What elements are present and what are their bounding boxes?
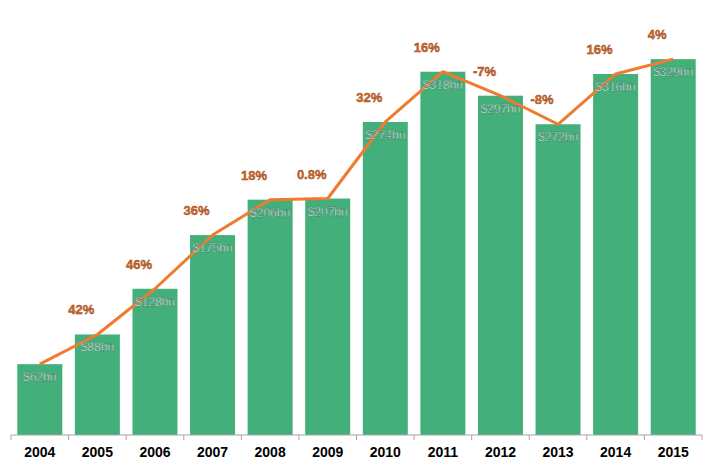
growth-label: 42% (68, 302, 94, 317)
x-tick-label: 2005 (82, 444, 113, 460)
x-tick-mark (356, 435, 357, 440)
x-tick-mark (529, 435, 530, 440)
growth-label: -8% (530, 92, 554, 107)
labels: $62bn $88bn $128bn $175bn $206bn $207bn $274bn… (23, 27, 693, 384)
x-tick-label: 2007 (197, 444, 228, 460)
bar-label: $206bn (250, 206, 290, 220)
bar (75, 334, 120, 435)
x-tick-mark (68, 435, 69, 440)
bar (651, 59, 696, 435)
x-tick-label: 2008 (255, 444, 286, 460)
bar (190, 235, 235, 435)
x-axis: 2004 2005 2006 2007 2008 2009 2010 2011 2012 2013… (11, 435, 702, 460)
bar-label: $316bn (596, 80, 636, 94)
x-tick-mark (241, 435, 242, 440)
bar-label: $329bn (653, 65, 693, 79)
growth-label: 4% (648, 27, 667, 42)
x-tick-label: 2013 (542, 444, 573, 460)
bar (17, 364, 62, 435)
x-tick-label: 2004 (24, 444, 55, 460)
x-tick-mark (126, 435, 127, 440)
bar-label: $272bn (538, 130, 578, 144)
growth-label: 46% (126, 257, 152, 272)
x-tick-mark (702, 435, 703, 440)
bar (593, 74, 638, 435)
bar (478, 96, 523, 435)
x-tick-label: 2015 (658, 444, 689, 460)
growth-label: 16% (414, 40, 440, 55)
growth-label: 32% (356, 90, 382, 105)
bar (420, 72, 465, 435)
bar (248, 200, 293, 435)
bar (363, 122, 408, 435)
growth-label: 18% (241, 168, 267, 183)
bar-label: $318bn (423, 78, 463, 92)
x-tick-label: 2006 (139, 444, 170, 460)
x-tick-mark (471, 435, 472, 440)
bar-label: $62bn (23, 370, 56, 384)
bar-label: $274bn (365, 128, 405, 142)
bar-label: $207bn (308, 205, 348, 219)
bar-label: $128bn (135, 295, 175, 309)
x-tick-mark (644, 435, 645, 440)
x-tick-label: 2012 (485, 444, 516, 460)
growth-line (40, 59, 673, 364)
bar-label: $175bn (193, 241, 233, 255)
chart: $62bn $88bn $128bn $175bn $206bn $207bn $274bn… (0, 0, 719, 470)
bar (536, 124, 581, 435)
x-tick-mark (183, 435, 184, 440)
growth-label: -7% (473, 64, 497, 79)
bar (132, 289, 177, 435)
x-tick-label: 2010 (370, 444, 401, 460)
bar-label: $88bn (81, 340, 114, 354)
x-tick-mark (586, 435, 587, 440)
x-tick-mark (11, 435, 12, 440)
x-tick-mark (414, 435, 415, 440)
x-tick-mark (298, 435, 299, 440)
growth-label: 36% (184, 203, 210, 218)
bar (305, 199, 350, 435)
growth-label: 0.8% (297, 167, 327, 182)
x-tick-label: 2011 (428, 444, 459, 460)
marks (17, 59, 695, 435)
x-tick-label: 2014 (600, 444, 631, 460)
growth-label: 16% (587, 42, 613, 57)
bar-label: $297bn (480, 102, 520, 116)
x-tick-label: 2009 (312, 444, 343, 460)
